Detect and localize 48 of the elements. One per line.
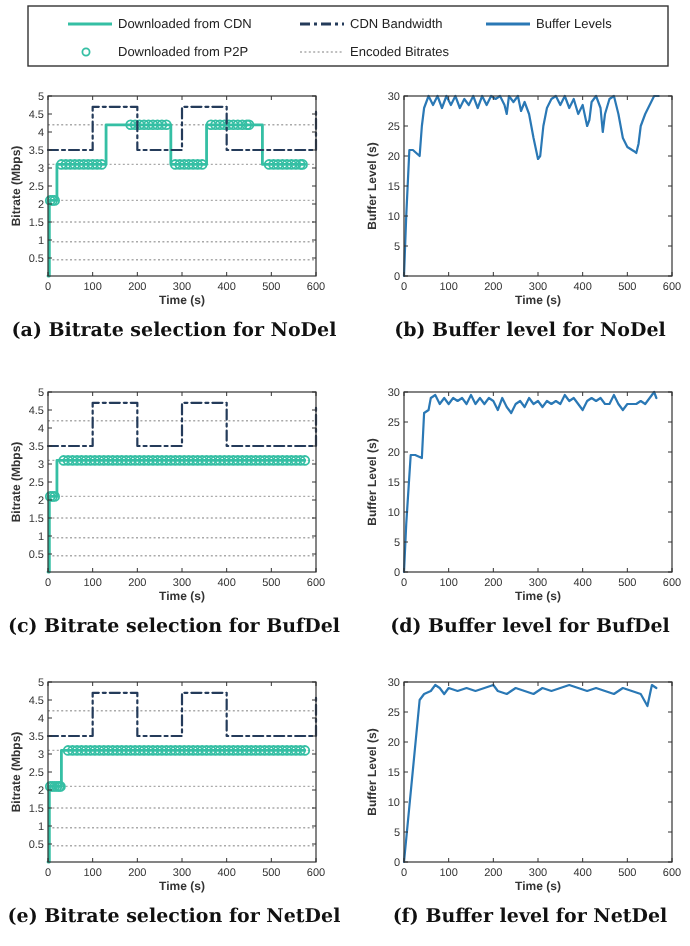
point — [290, 159, 302, 170]
text: (c) Bitrate selection for BufDel — [7, 616, 341, 638]
point — [152, 119, 163, 131]
point — [65, 159, 76, 170]
point — [178, 159, 190, 170]
point — [147, 119, 159, 131]
point — [228, 119, 239, 131]
point — [272, 159, 284, 170]
point — [263, 159, 275, 170]
point — [134, 119, 145, 131]
point — [277, 159, 288, 170]
point — [214, 119, 226, 131]
point — [138, 119, 150, 131]
line-series — [402, 683, 658, 864]
text: (b) Buffer level for NoDel — [394, 320, 667, 342]
point — [91, 159, 103, 170]
point — [281, 159, 293, 170]
point — [73, 159, 85, 170]
text: (e) Bitrate selection for NetDel — [7, 906, 342, 928]
point — [237, 119, 248, 131]
text: (d) Buffer level for BufDel — [390, 616, 671, 638]
point — [82, 159, 94, 170]
point — [174, 159, 186, 170]
point — [210, 119, 221, 131]
text: (f) Buffer level for NetDel — [392, 906, 669, 928]
point — [60, 159, 72, 170]
point — [161, 119, 172, 131]
point — [129, 119, 141, 131]
point — [205, 119, 217, 131]
point — [187, 159, 199, 170]
point — [143, 119, 154, 131]
point — [87, 159, 98, 170]
point — [219, 119, 230, 131]
point — [69, 159, 81, 170]
point — [96, 159, 107, 170]
point — [192, 159, 203, 170]
point — [56, 159, 67, 170]
point — [78, 159, 90, 170]
point — [286, 159, 297, 170]
point — [170, 159, 181, 170]
point — [268, 159, 279, 170]
point — [232, 119, 244, 131]
point — [125, 119, 136, 131]
point — [156, 119, 168, 131]
point — [223, 119, 235, 131]
point — [196, 159, 208, 170]
point — [183, 159, 194, 170]
text: (a) Bitrate selection for NoDel — [11, 320, 338, 342]
